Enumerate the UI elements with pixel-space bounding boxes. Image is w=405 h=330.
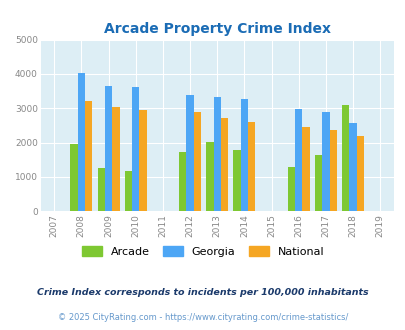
Bar	[132, 86, 139, 211]
Bar	[349, 123, 356, 211]
Bar	[294, 109, 302, 211]
Bar	[314, 154, 322, 211]
Bar	[287, 167, 294, 211]
Bar	[124, 171, 132, 211]
Text: © 2025 CityRating.com - https://www.cityrating.com/crime-statistics/: © 2025 CityRating.com - https://www.city…	[58, 313, 347, 322]
Title: Arcade Property Crime Index: Arcade Property Crime Index	[103, 22, 330, 36]
Bar	[220, 117, 228, 211]
Bar	[206, 142, 213, 211]
Bar	[70, 144, 77, 211]
Bar	[213, 97, 220, 211]
Bar	[247, 122, 255, 211]
Bar	[356, 136, 363, 211]
Bar	[97, 168, 104, 211]
Bar	[322, 112, 329, 211]
Bar	[186, 95, 193, 211]
Legend: Arcade, Georgia, National: Arcade, Georgia, National	[78, 243, 327, 260]
Bar	[179, 152, 186, 211]
Bar	[77, 73, 85, 211]
Bar	[302, 127, 309, 211]
Bar	[329, 130, 336, 211]
Bar	[341, 106, 349, 211]
Text: Crime Index corresponds to incidents per 100,000 inhabitants: Crime Index corresponds to incidents per…	[37, 287, 368, 297]
Bar	[104, 85, 112, 211]
Bar	[85, 101, 92, 211]
Bar	[193, 112, 200, 211]
Bar	[233, 150, 240, 211]
Bar	[139, 110, 146, 211]
Bar	[240, 99, 247, 211]
Bar	[112, 107, 119, 211]
